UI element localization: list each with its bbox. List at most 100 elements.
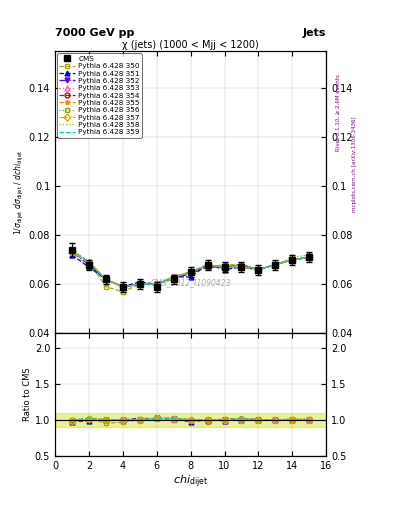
Pythia 6.428 351 (138, 279, 142, 285)
Pythia 6.428 354 (222, 264, 227, 270)
Pythia 6.428 358 (273, 262, 278, 268)
Legend: CMS, Pythia 6.428 350, Pythia 6.428 351, Pythia 6.428 352, Pythia 6.428 353, Pyt: CMS, Pythia 6.428 350, Pythia 6.428 351,… (57, 53, 142, 138)
Pythia 6.428 355 (307, 254, 312, 261)
Pythia 6.428 356 (307, 252, 312, 258)
Pythia 6.428 350 (154, 281, 159, 287)
Pythia 6.428 352 (154, 281, 159, 287)
Pythia 6.428 356 (222, 264, 227, 270)
Pythia 6.428 350 (86, 259, 91, 265)
Pythia 6.428 355 (120, 284, 125, 290)
Pythia 6.428 357 (103, 276, 108, 283)
Line: Pythia 6.428 353: Pythia 6.428 353 (70, 250, 312, 289)
Pythia 6.428 356 (273, 262, 278, 268)
Pythia 6.428 359 (171, 274, 176, 280)
Pythia 6.428 353 (222, 264, 227, 270)
Pythia 6.428 354 (171, 274, 176, 280)
Pythia 6.428 352 (188, 271, 193, 278)
Pythia 6.428 355 (154, 281, 159, 287)
Pythia 6.428 350 (138, 281, 142, 287)
Pythia 6.428 357 (171, 274, 176, 280)
Pythia 6.428 355 (188, 269, 193, 275)
Line: Pythia 6.428 359: Pythia 6.428 359 (72, 250, 309, 287)
Line: Pythia 6.428 356: Pythia 6.428 356 (70, 247, 312, 289)
Text: Jets: Jets (303, 28, 326, 38)
Pythia 6.428 354 (239, 262, 244, 268)
Pythia 6.428 354 (205, 264, 210, 270)
Pythia 6.428 350 (188, 269, 193, 275)
Pythia 6.428 353 (256, 267, 261, 273)
Pythia 6.428 353 (120, 284, 125, 290)
Pythia 6.428 358 (205, 262, 210, 268)
Pythia 6.428 352 (103, 276, 108, 283)
Pythia 6.428 351 (120, 284, 125, 290)
Pythia 6.428 358 (188, 269, 193, 275)
Pythia 6.428 353 (239, 262, 244, 268)
Pythia 6.428 351 (307, 254, 312, 261)
Pythia 6.428 355 (256, 267, 261, 273)
Pythia 6.428 357 (256, 267, 261, 273)
Pythia 6.428 354 (188, 269, 193, 275)
Pythia 6.428 356 (171, 274, 176, 280)
Pythia 6.428 352 (120, 284, 125, 290)
Pythia 6.428 358 (171, 274, 176, 280)
Pythia 6.428 351 (171, 274, 176, 280)
Pythia 6.428 359 (205, 262, 210, 268)
Pythia 6.428 351 (86, 264, 91, 270)
Pythia 6.428 357 (307, 254, 312, 261)
Pythia 6.428 352 (138, 281, 142, 287)
Pythia 6.428 352 (171, 274, 176, 280)
Pythia 6.428 354 (256, 267, 261, 273)
Pythia 6.428 357 (120, 284, 125, 290)
Pythia 6.428 359 (273, 262, 278, 268)
Pythia 6.428 353 (154, 281, 159, 287)
Pythia 6.428 351 (205, 262, 210, 268)
Pythia 6.428 351 (256, 267, 261, 273)
Pythia 6.428 356 (205, 262, 210, 268)
Pythia 6.428 352 (70, 249, 74, 255)
Pythia 6.428 354 (307, 254, 312, 261)
Pythia 6.428 351 (188, 274, 193, 280)
Pythia 6.428 354 (103, 276, 108, 283)
Pythia 6.428 351 (103, 276, 108, 283)
Pythia 6.428 356 (103, 276, 108, 283)
Pythia 6.428 354 (70, 249, 74, 255)
Pythia 6.428 359 (103, 276, 108, 283)
Pythia 6.428 350 (103, 284, 108, 290)
Pythia 6.428 355 (290, 257, 295, 263)
Pythia 6.428 357 (290, 257, 295, 263)
Pythia 6.428 358 (120, 284, 125, 290)
Pythia 6.428 356 (120, 284, 125, 290)
Pythia 6.428 358 (290, 257, 295, 263)
Pythia 6.428 356 (70, 247, 74, 253)
Pythia 6.428 353 (188, 269, 193, 275)
Pythia 6.428 359 (138, 281, 142, 287)
Pythia 6.428 353 (86, 259, 91, 265)
Text: CMS_2012_I1090423: CMS_2012_I1090423 (151, 278, 231, 287)
Pythia 6.428 359 (239, 262, 244, 268)
Pythia 6.428 353 (171, 274, 176, 280)
Pythia 6.428 355 (86, 259, 91, 265)
Pythia 6.428 350 (205, 264, 210, 270)
Pythia 6.428 358 (307, 254, 312, 261)
Pythia 6.428 353 (290, 257, 295, 263)
Line: Pythia 6.428 355: Pythia 6.428 355 (70, 250, 312, 289)
Pythia 6.428 354 (120, 284, 125, 290)
Pythia 6.428 356 (154, 281, 159, 287)
Line: Pythia 6.428 354: Pythia 6.428 354 (70, 250, 312, 289)
Pythia 6.428 355 (171, 274, 176, 280)
Pythia 6.428 359 (307, 254, 312, 261)
Pythia 6.428 359 (256, 267, 261, 273)
Pythia 6.428 359 (154, 281, 159, 287)
Pythia 6.428 352 (86, 262, 91, 268)
Pythia 6.428 359 (222, 264, 227, 270)
Y-axis label: Ratio to CMS: Ratio to CMS (23, 368, 32, 421)
Pythia 6.428 358 (222, 264, 227, 270)
Pythia 6.428 352 (205, 262, 210, 268)
Pythia 6.428 357 (70, 249, 74, 255)
Pythia 6.428 353 (138, 281, 142, 287)
Pythia 6.428 351 (290, 257, 295, 263)
Pythia 6.428 352 (307, 254, 312, 261)
Pythia 6.428 352 (290, 257, 295, 263)
Pythia 6.428 350 (273, 262, 278, 268)
Pythia 6.428 357 (205, 262, 210, 268)
